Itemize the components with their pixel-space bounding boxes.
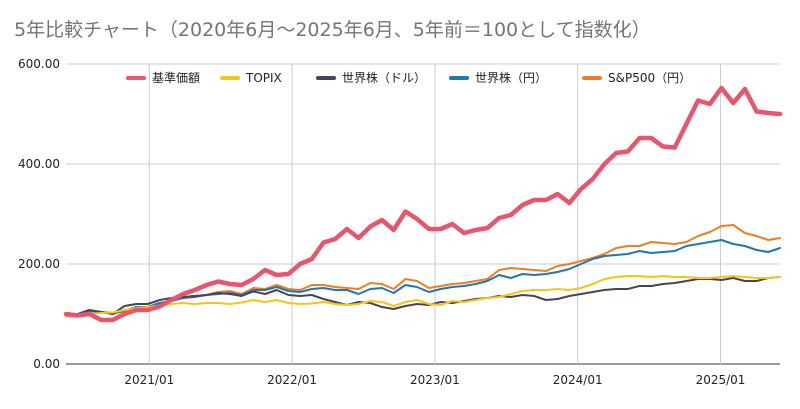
y-tick-label: 0.00 bbox=[33, 357, 60, 371]
legend-item: TOPIX bbox=[220, 71, 282, 85]
y-tick-label: 400.00 bbox=[18, 157, 60, 171]
chart-title: 5年比較チャート（2020年6月〜2025年6月、5年前＝100として指数化） bbox=[14, 19, 651, 41]
grid bbox=[66, 63, 780, 365]
legend-item: S&P500（円） bbox=[582, 71, 691, 85]
legend-item: 世界株（円） bbox=[449, 70, 547, 85]
series-line-1 bbox=[63, 85, 783, 323]
y-tick-label: 200.00 bbox=[18, 257, 60, 271]
legend-item: 基準価額 bbox=[126, 70, 200, 85]
x-tick-label: 2021/01 bbox=[124, 373, 174, 387]
series-line-3 bbox=[65, 276, 781, 315]
legend: 基準価額 TOPIX 世界株（ドル） 世界株（円） S&P500（円） bbox=[126, 70, 691, 85]
x-tick-label: 2022/01 bbox=[267, 373, 317, 387]
x-tick-label: 2023/01 bbox=[410, 373, 460, 387]
legend-label: S&P500（円） bbox=[608, 71, 691, 85]
legend-item: 世界株（ドル） bbox=[316, 70, 426, 85]
legend-label: 基準価額 bbox=[152, 70, 200, 85]
legend-label: TOPIX bbox=[245, 71, 282, 85]
legend-label: 世界株（円） bbox=[475, 70, 547, 85]
x-tick-label: 2025/01 bbox=[696, 373, 746, 387]
legend-label: 世界株（ドル） bbox=[342, 70, 426, 85]
series-line-2 bbox=[65, 275, 781, 318]
axes: 0.00 200.00 400.00 600.00 2021/01 2022/01 2023… bbox=[18, 57, 745, 387]
y-tick-label: 600.00 bbox=[18, 57, 60, 71]
x-tick-label: 2024/01 bbox=[553, 373, 603, 387]
series-lines bbox=[63, 85, 783, 323]
